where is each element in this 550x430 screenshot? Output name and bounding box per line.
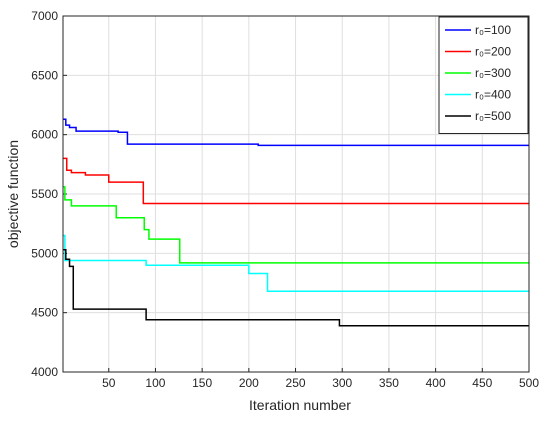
- x-tick-label: 150: [192, 376, 212, 390]
- x-tick-label: 450: [472, 376, 492, 390]
- x-tick-label: 500: [519, 376, 539, 390]
- y-tick-label: 4500: [31, 306, 58, 320]
- x-tick-label: 400: [426, 376, 446, 390]
- x-tick-label: 350: [379, 376, 399, 390]
- y-tick-label: 5000: [31, 246, 58, 260]
- y-tick-label: 7000: [31, 9, 58, 23]
- x-tick-label: 50: [102, 376, 116, 390]
- x-tick-label: 100: [145, 376, 165, 390]
- line-series: [63, 157, 529, 205]
- legend-label: r₀=200: [475, 45, 511, 59]
- line-series: [63, 249, 529, 327]
- x-axis-label: Iteration number: [249, 397, 351, 413]
- line-series: [63, 186, 529, 264]
- legend-box: [438, 16, 529, 134]
- y-tick-label: 6500: [31, 68, 58, 82]
- x-tick-label: 300: [332, 376, 352, 390]
- y-axis-label: objective function: [5, 140, 21, 248]
- legend-label: r₀=400: [475, 88, 511, 102]
- x-tick-label: 200: [239, 376, 259, 390]
- legend-label: r₀=500: [475, 109, 511, 123]
- y-tick-label: 5500: [31, 187, 58, 201]
- plot-frame: [62, 15, 530, 373]
- y-tick-label: 6000: [31, 128, 58, 142]
- line-series: [63, 234, 529, 293]
- x-tick-label: 250: [286, 376, 306, 390]
- y-tick-label: 4000: [31, 365, 58, 379]
- line-series: [63, 118, 529, 147]
- legend-label: r₀=300: [475, 66, 511, 80]
- legend-label: r₀=100: [475, 23, 511, 37]
